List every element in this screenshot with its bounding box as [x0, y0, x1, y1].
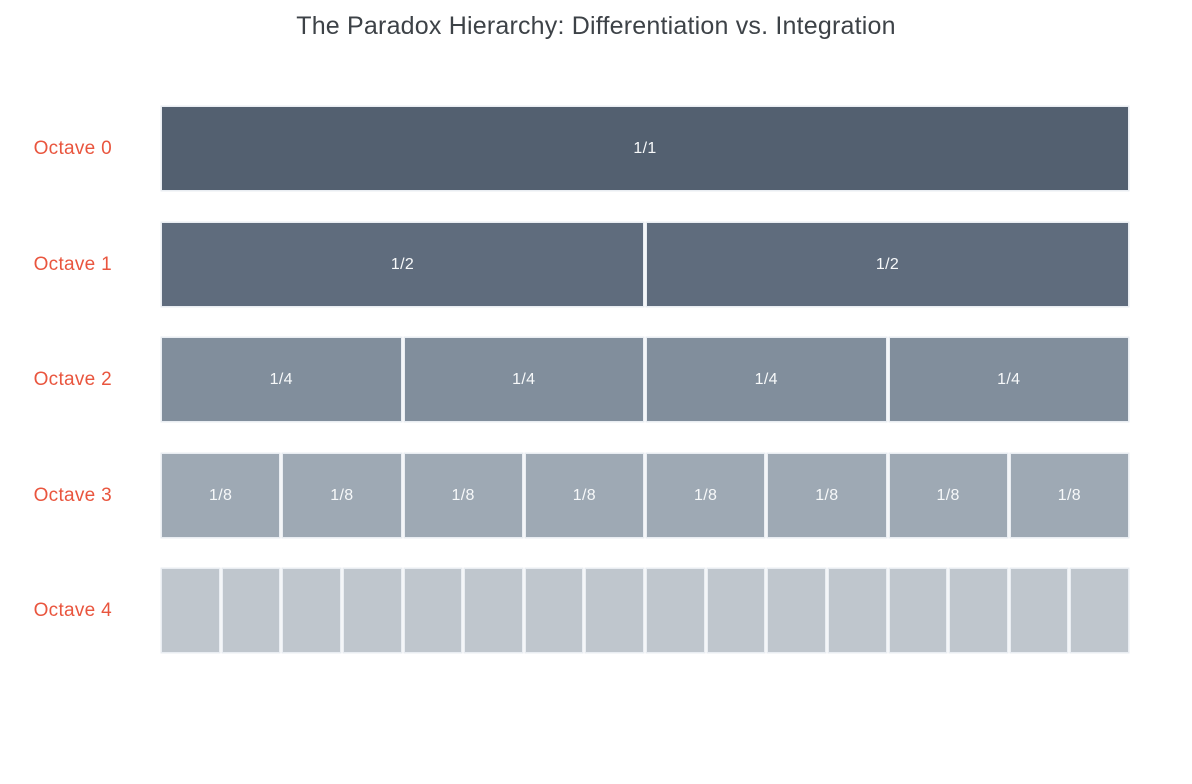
fraction-segment: 1/4 [889, 338, 1128, 421]
fraction-segment [283, 569, 340, 652]
fraction-segment [586, 569, 643, 652]
octave-row: Octave 1 1/2 1/2 [0, 223, 1192, 306]
octave-row-label: Octave 0 [33, 137, 112, 159]
fraction-segment: 1/4 [647, 338, 886, 421]
fraction-segment [828, 569, 886, 652]
fraction-segment: 1/8 [647, 454, 765, 537]
octave-row-label: Octave 1 [33, 253, 112, 275]
fraction-segment: 1/8 [525, 454, 643, 537]
fraction-segment [525, 569, 583, 652]
fraction-segment: 1/8 [889, 454, 1007, 537]
octave-row-label: Octave 2 [33, 368, 112, 390]
octave-row-track: 1/8 1/8 1/8 1/8 1/8 1/8 1/8 1/8 [162, 454, 1128, 537]
chart-title: The Paradox Hierarchy: Differentiation v… [296, 12, 896, 40]
octave-row: Octave 0 1/1 [0, 107, 1192, 190]
fraction-segment [465, 569, 522, 652]
octave-row: Octave 4 [0, 569, 1192, 652]
octave-row-label: Octave 4 [33, 599, 112, 621]
fraction-segment [647, 569, 704, 652]
octave-row-track: 1/4 1/4 1/4 1/4 [162, 338, 1128, 421]
octave-row: Octave 2 1/4 1/4 1/4 1/4 [0, 338, 1192, 421]
fraction-segment: 1/2 [647, 223, 1128, 306]
fraction-segment [1010, 569, 1068, 652]
fraction-segment: 1/8 [162, 454, 280, 537]
fraction-segment: 1/8 [1010, 454, 1128, 537]
fraction-segment: 1/4 [404, 338, 643, 421]
fraction-segment [707, 569, 765, 652]
octave-row: Octave 3 1/8 1/8 1/8 1/8 1/8 1/8 1/8 1/8 [0, 454, 1192, 537]
octave-row-track: 1/1 [162, 107, 1128, 190]
octave-row-track: 1/2 1/2 [162, 223, 1128, 306]
octave-row-track [162, 569, 1128, 652]
fraction-segment: 1/2 [162, 223, 643, 306]
fraction-segment: 1/8 [768, 454, 886, 537]
fraction-segment [768, 569, 825, 652]
fraction-segment [162, 569, 219, 652]
fraction-segment [404, 569, 462, 652]
fraction-segment [889, 569, 947, 652]
octave-row-label: Octave 3 [33, 484, 112, 506]
fraction-segment: 1/8 [283, 454, 401, 537]
fraction-segment [950, 569, 1007, 652]
fraction-segment [1071, 569, 1128, 652]
fraction-segment: 1/8 [404, 454, 522, 537]
fraction-segment [343, 569, 401, 652]
fraction-segment [222, 569, 280, 652]
fraction-segment: 1/1 [162, 107, 1128, 190]
fraction-segment: 1/4 [162, 338, 401, 421]
